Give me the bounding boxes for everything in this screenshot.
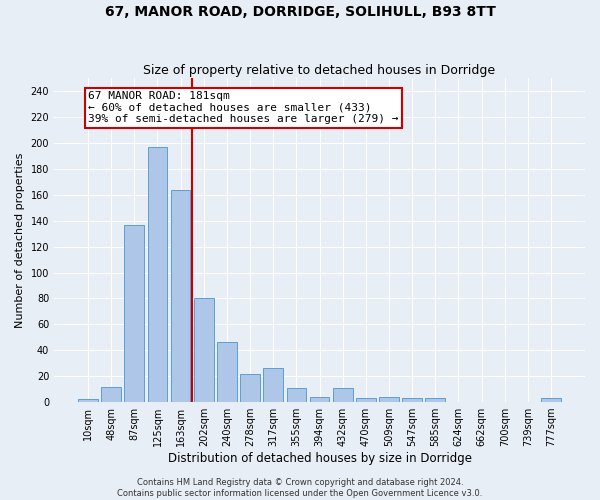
Bar [541, 398, 561, 402]
Bar [101, 386, 121, 402]
Bar [402, 398, 422, 402]
Y-axis label: Number of detached properties: Number of detached properties [15, 152, 25, 328]
Bar [194, 298, 214, 402]
Bar [171, 190, 190, 402]
X-axis label: Distribution of detached houses by size in Dorridge: Distribution of detached houses by size … [167, 452, 472, 465]
Bar [287, 388, 306, 402]
Bar [78, 400, 98, 402]
Bar [124, 224, 144, 402]
Bar [217, 342, 237, 402]
Text: 67 MANOR ROAD: 181sqm
← 60% of detached houses are smaller (433)
39% of semi-det: 67 MANOR ROAD: 181sqm ← 60% of detached … [88, 91, 398, 124]
Bar [333, 388, 353, 402]
Text: Contains HM Land Registry data © Crown copyright and database right 2024.
Contai: Contains HM Land Registry data © Crown c… [118, 478, 482, 498]
Bar [240, 374, 260, 402]
Bar [356, 398, 376, 402]
Title: Size of property relative to detached houses in Dorridge: Size of property relative to detached ho… [143, 64, 496, 77]
Text: 67, MANOR ROAD, DORRIDGE, SOLIHULL, B93 8TT: 67, MANOR ROAD, DORRIDGE, SOLIHULL, B93 … [104, 5, 496, 19]
Bar [310, 397, 329, 402]
Bar [379, 397, 399, 402]
Bar [263, 368, 283, 402]
Bar [425, 398, 445, 402]
Bar [148, 147, 167, 402]
